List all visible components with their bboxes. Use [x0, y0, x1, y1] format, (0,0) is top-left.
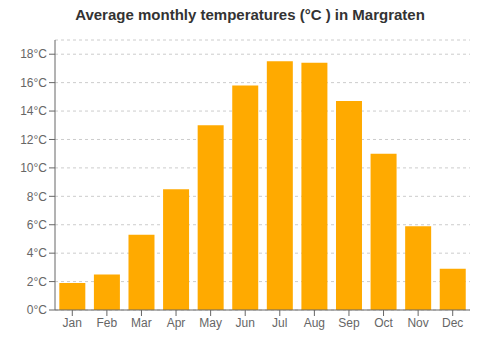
svg-text:8°C: 8°C — [27, 190, 47, 204]
html-text:Average monthly temperatures (: Average monthly temperatures (°C ) in Ma… — [75, 6, 425, 23]
svg-text:12°C: 12°C — [20, 133, 47, 147]
svg-text:Dec: Dec — [442, 316, 463, 330]
svg-text:Jan: Jan — [63, 316, 82, 330]
svg-text:18°C: 18°C — [20, 47, 47, 61]
svg-text:Jul: Jul — [272, 316, 287, 330]
svg-text:10°C: 10°C — [20, 161, 47, 175]
svg-text:Sep: Sep — [338, 316, 360, 330]
svg-text:Oct: Oct — [374, 316, 393, 330]
svg-text:6°C: 6°C — [27, 218, 47, 232]
svg-text:Mar: Mar — [131, 316, 152, 330]
svg-text:May: May — [199, 316, 222, 330]
svg-text:14°C: 14°C — [20, 104, 47, 118]
svg-text:Feb: Feb — [97, 316, 118, 330]
svg-text:0°C: 0°C — [27, 303, 47, 317]
svg-text:Aug: Aug — [304, 316, 325, 330]
svg-text:Apr: Apr — [167, 316, 186, 330]
svg-text:Jun: Jun — [236, 316, 255, 330]
svg-text:2°C: 2°C — [27, 275, 47, 289]
svg-text:16°C: 16°C — [20, 76, 47, 90]
svg-text:4°C: 4°C — [27, 246, 47, 260]
svg-text:Nov: Nov — [407, 316, 428, 330]
